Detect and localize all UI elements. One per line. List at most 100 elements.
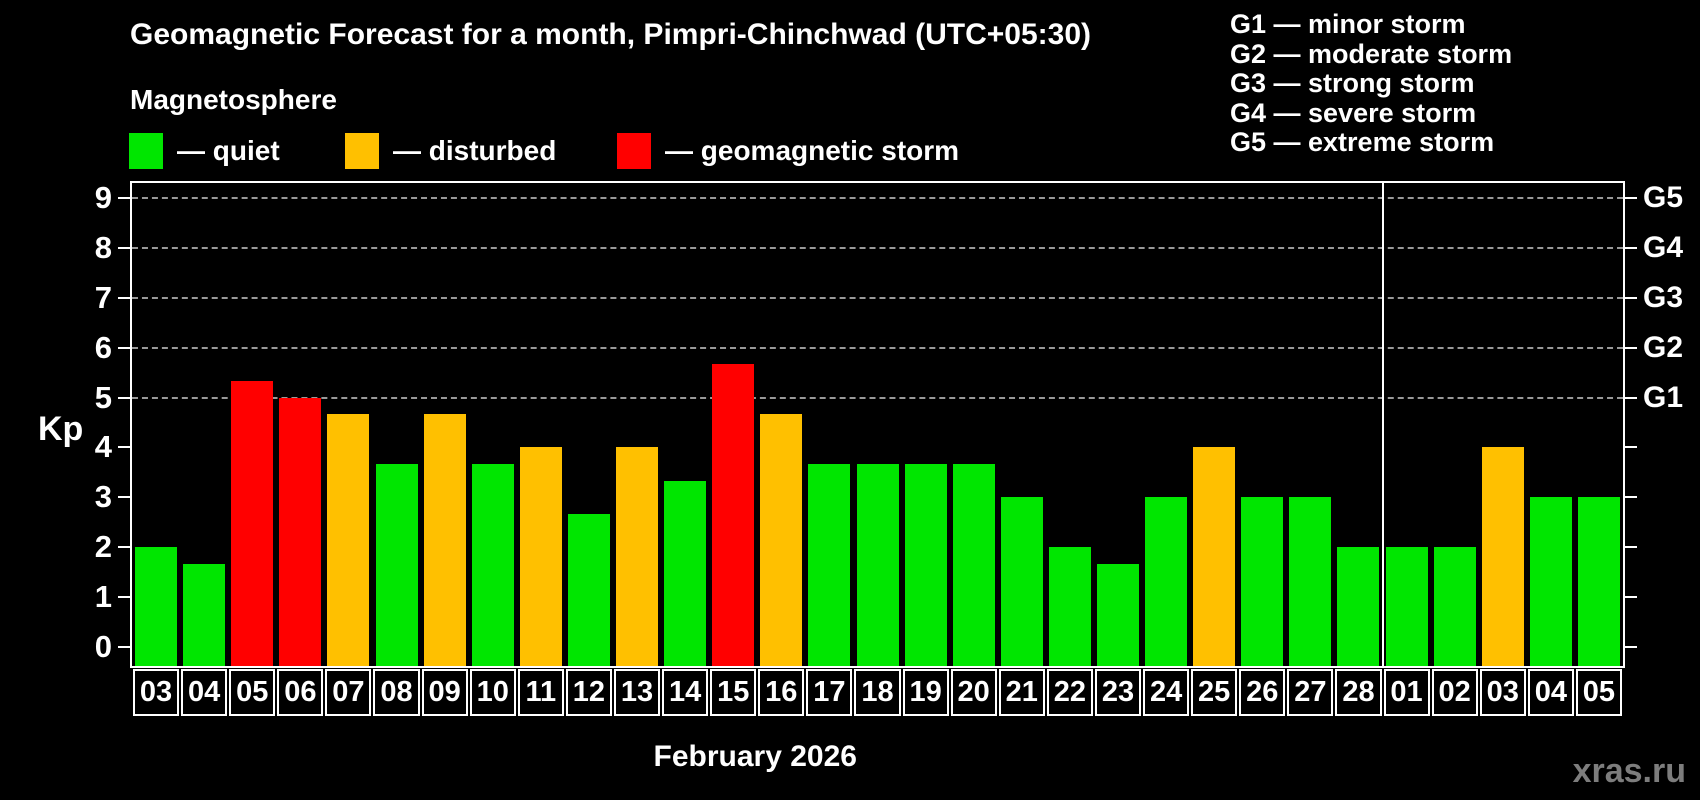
kp-bar-22 [1048,547,1091,666]
day-label-feb-20: 20 [950,669,997,716]
kp-bar-15 [712,364,755,666]
day-label-mar-04: 04 [1527,669,1574,716]
kp-bar-11 [519,447,562,666]
g-scale-label-g3: G3 [1643,280,1684,314]
right-tick-9 [1625,196,1637,199]
kp-bar-09 [423,413,466,666]
kp-bar-06 [279,397,322,666]
y-tick-label-6: 6 [94,329,112,365]
g-scale-label-g5: G5 [1643,180,1684,214]
day-label-feb-07: 07 [325,669,372,716]
day-label-feb-09: 09 [421,669,468,716]
right-tick-6 [1625,346,1637,349]
day-label-feb-22: 22 [1046,669,1093,716]
right-tick-8 [1625,246,1637,249]
left-tick-5 [118,396,130,399]
month-separator-line [1381,183,1384,666]
gridline-kp-6 [132,346,1623,349]
kp-bar-26 [1241,497,1284,666]
day-label-mar-05: 05 [1575,669,1622,716]
right-tick-1 [1625,596,1637,599]
y-tick-label-5: 5 [94,379,112,415]
y-tick-label-0: 0 [94,629,112,664]
kp-bar-02 [1433,547,1476,666]
kp-bar-05 [1577,497,1620,666]
day-label-feb-26: 26 [1239,669,1286,716]
day-label-feb-04: 04 [181,669,228,716]
right-tick-2 [1625,546,1637,549]
kp-bar-21 [1000,497,1043,666]
kp-bar-19 [904,463,947,666]
kp-bar-04 [183,563,226,666]
day-label-mar-02: 02 [1431,669,1478,716]
plot-area [130,181,1625,668]
storm-scale-g4: G4 — severe storm [1230,97,1477,128]
chart-subtitle: Magnetosphere [130,84,337,115]
right-tick-0 [1625,646,1637,648]
g-scale-label-g2: G2 [1643,330,1684,364]
legend-label-storm: — geomagnetic storm [665,135,960,166]
left-tick-9 [118,196,130,199]
legend-item-disturbed: — disturbed [345,132,556,170]
kp-bar-05 [231,381,274,666]
right-tick-3 [1625,496,1637,499]
gridline-kp-5 [132,396,1623,399]
kp-bar-20 [952,463,995,666]
right-tick-4 [1625,446,1637,449]
left-tick-6 [118,346,130,349]
left-tick-8 [118,246,130,249]
g-scale-label-g4: G4 [1643,230,1684,264]
quiet-color-swatch [129,133,163,169]
kp-bar-07 [327,413,370,666]
day-label-feb-14: 14 [662,669,709,716]
storm-scale-g1: G1 — minor storm [1230,9,1466,39]
y-tick-label-3: 3 [94,479,112,515]
watermark: xras.ru [1572,752,1686,790]
day-label-feb-12: 12 [565,669,612,716]
storm-scale-g3: G3 — strong storm [1230,68,1475,98]
g-scale-label-g1: G1 [1643,380,1684,414]
kp-bar-28 [1337,547,1380,666]
storm-scale-legend: G1 — minor storm G2 — moderate storm G3 … [1230,9,1512,158]
day-label-feb-05: 05 [229,669,276,716]
day-label-feb-03: 03 [133,669,180,716]
y-tick-label-9: 9 [94,179,112,215]
legend-item-quiet: — quiet [129,132,280,170]
legend-label-quiet: — quiet [177,135,280,166]
left-tick-7 [118,296,130,299]
storm-scale-g5: G5 — extreme storm [1230,127,1495,157]
kp-bar-03 [1481,447,1524,666]
disturbed-color-swatch [345,133,379,169]
day-label-feb-27: 27 [1287,669,1334,716]
gridline-kp-9 [132,196,1623,199]
kp-bar-25 [1193,447,1236,666]
legend-label-disturbed: — disturbed [393,135,557,166]
y-tick-label-7: 7 [94,279,112,315]
kp-bar-17 [808,463,851,666]
day-label-feb-10: 10 [469,669,516,716]
day-label-feb-19: 19 [902,669,949,716]
kp-bar-01 [1385,547,1428,666]
kp-bar-08 [375,463,418,666]
kp-bar-18 [856,463,899,666]
day-label-feb-24: 24 [1143,669,1190,716]
gridline-kp-7 [132,296,1623,299]
kp-bar-04 [1529,497,1572,666]
kp-bar-16 [760,413,803,666]
day-label-feb-11: 11 [517,669,564,716]
kp-bar-03 [135,547,178,666]
day-label-feb-06: 06 [277,669,324,716]
kp-bar-12 [567,513,610,666]
day-label-feb-28: 28 [1335,669,1382,716]
day-label-mar-01: 01 [1383,669,1430,716]
left-tick-4 [118,446,130,449]
day-label-feb-21: 21 [998,669,1045,716]
kp-bar-27 [1289,497,1332,666]
kp-bar-10 [471,463,514,666]
left-tick-0 [118,646,130,648]
day-label-feb-23: 23 [1094,669,1142,716]
left-tick-2 [118,546,130,549]
day-label-feb-18: 18 [854,669,901,716]
y-tick-label-8: 8 [94,229,112,265]
